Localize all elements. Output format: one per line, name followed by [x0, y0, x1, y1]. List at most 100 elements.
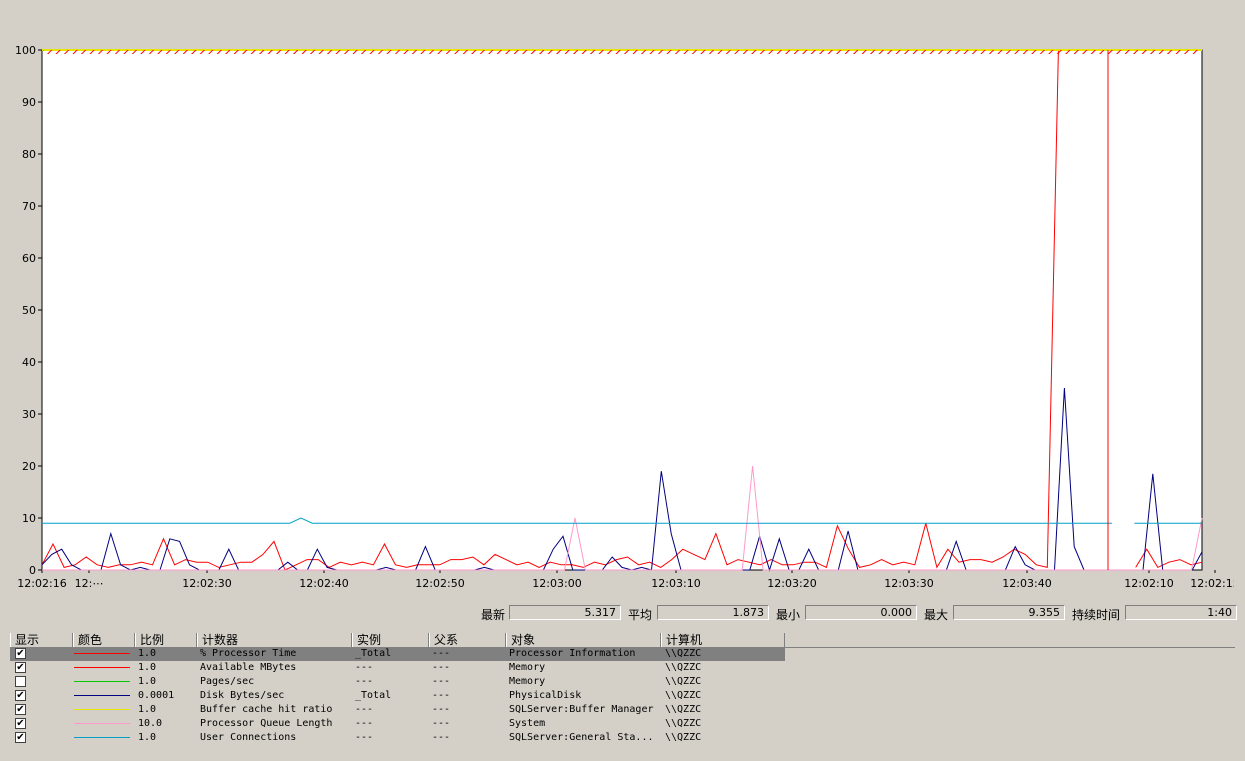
header-counter[interactable]: 计数器	[197, 633, 352, 647]
legend-cell-computer: \\QZZC	[665, 690, 702, 701]
show-checkbox[interactable]	[15, 676, 26, 687]
x-tick-label: 12:03:40	[1002, 577, 1051, 590]
duration-value: 1:40	[1125, 605, 1237, 620]
x-tick-label: 12:02:50	[415, 577, 464, 590]
y-tick-label: 90	[22, 96, 36, 109]
legend-cell-scale: 1.0	[138, 676, 157, 687]
average-value: 1.873	[657, 605, 769, 620]
legend-cell-parent: ---	[432, 648, 451, 659]
maximum-label: 最大	[924, 608, 949, 622]
legend-cell-scale: 1.0	[138, 732, 157, 743]
legend-cell-instance: _Total	[355, 648, 392, 659]
color-swatch	[74, 723, 130, 724]
legend-header: 显示 颜色 比例 计数器 实例 父系 对象 计算机	[10, 633, 785, 647]
legend-row[interactable]: 1.0 Pages/sec --- --- Memory \\QZZC	[10, 675, 785, 689]
x-tick-label: 12:02:40	[299, 577, 348, 590]
y-tick-label: 20	[22, 460, 36, 473]
legend-cell-computer: \\QZZC	[665, 732, 702, 743]
color-swatch	[74, 737, 130, 738]
clipped-values-band	[43, 50, 1201, 54]
legend-cell-parent: ---	[432, 718, 451, 729]
legend-cell-computer: \\QZZC	[665, 662, 702, 673]
legend-cell-counter: Available MBytes	[200, 662, 297, 673]
header-show[interactable]: 显示	[10, 633, 73, 647]
legend-row[interactable]: ✔ 1.0 % Processor Time _Total --- Processor I…	[10, 647, 785, 661]
legend-cell-counter: Buffer cache hit ratio	[200, 704, 333, 715]
x-tick-label: 12:02:16	[17, 577, 66, 590]
minimum-label: 最小	[776, 608, 801, 622]
color-swatch	[74, 667, 130, 668]
show-checkbox[interactable]: ✔	[15, 648, 26, 659]
x-tick-label: 12:02:10	[1124, 577, 1173, 590]
latest-value: 5.317	[509, 605, 621, 620]
legend-cell-computer: \\QZZC	[665, 704, 702, 715]
plot-background	[41, 49, 1203, 571]
legend-cell-counter: Processor Queue Length	[200, 718, 333, 729]
legend-cell-instance: ---	[355, 732, 374, 743]
legend-cell-parent: ---	[432, 732, 451, 743]
legend-cell-counter: % Processor Time	[200, 648, 297, 659]
y-tick-label: 50	[22, 304, 36, 317]
show-checkbox[interactable]: ✔	[15, 662, 26, 673]
show-checkbox[interactable]: ✔	[15, 704, 26, 715]
legend-cell-instance: ---	[355, 676, 374, 687]
x-tick-label: 12:02:30	[182, 577, 231, 590]
x-tick-label: 12:03:10	[651, 577, 700, 590]
legend-cell-object: System	[509, 718, 546, 729]
header-object[interactable]: 对象	[506, 633, 661, 647]
line-chart: 0 10 20 30 40 50 60 70 80 90 100 12:02:16 12:⋯ 12:02:…	[15, 44, 1234, 590]
legend-row[interactable]: ✔ 0.0001 Disk Bytes/sec _Total --- PhysicalDi…	[10, 689, 785, 703]
legend-cell-instance: _Total	[355, 690, 392, 701]
header-instance[interactable]: 实例	[352, 633, 429, 647]
average-label: 平均	[628, 608, 653, 622]
y-tick-label: 60	[22, 252, 36, 265]
y-tick-label: 80	[22, 148, 36, 161]
x-tick-label: 12:03:30	[884, 577, 933, 590]
performance-graph[interactable]: 0 10 20 30 40 50 60 70 80 90 100 12:02:16 12:⋯ 12:02:…	[10, 40, 1234, 596]
legend-cell-instance: ---	[355, 704, 374, 715]
legend-row[interactable]: ✔ 10.0 Processor Queue Length --- --- System \…	[10, 717, 785, 731]
legend-row[interactable]: ✔ 1.0 User Connections --- --- SQLServer:Gene…	[10, 731, 785, 745]
legend-cell-counter: User Connections	[200, 732, 297, 743]
color-swatch	[74, 695, 130, 696]
series-line-user-connections	[42, 517, 1112, 524]
x-tick-label: 12:⋯	[75, 577, 104, 590]
legend-cell-scale: 0.0001	[138, 690, 175, 701]
legend-cell-instance: ---	[355, 662, 374, 673]
header-scale[interactable]: 比例	[135, 633, 197, 647]
color-swatch	[74, 709, 130, 710]
legend-cell-object: Processor Information	[509, 648, 636, 659]
legend-cell-instance: ---	[355, 718, 374, 729]
header-parent[interactable]: 父系	[429, 633, 506, 647]
y-tick-label: 70	[22, 200, 36, 213]
header-computer[interactable]: 计算机	[661, 633, 785, 647]
show-checkbox[interactable]: ✔	[15, 690, 26, 701]
legend-row[interactable]: ✔ 1.0 Buffer cache hit ratio --- --- SQLServe…	[10, 703, 785, 717]
duration-label: 持续时间	[1072, 608, 1121, 622]
legend-cell-computer: \\QZZC	[665, 676, 702, 687]
legend-cell-counter: Disk Bytes/sec	[200, 690, 285, 701]
x-tick-label: 12:03:00	[532, 577, 581, 590]
legend-cell-parent: ---	[432, 704, 451, 715]
maximum-value: 9.355	[953, 605, 1065, 620]
show-checkbox[interactable]: ✔	[15, 732, 26, 743]
y-tick-label: 40	[22, 356, 36, 369]
x-tick-label: 12:03:20	[767, 577, 816, 590]
legend-cell-scale: 1.0	[138, 662, 157, 673]
y-tick-label: 10	[22, 512, 36, 525]
series-line-processor-queue-length	[42, 465, 1203, 571]
show-checkbox[interactable]: ✔	[15, 718, 26, 729]
legend-cell-parent: ---	[432, 690, 451, 701]
legend-cell-computer: \\QZZC	[665, 648, 702, 659]
legend-cell-scale: 1.0	[138, 648, 157, 659]
legend-row[interactable]: ✔ 1.0 Available MBytes --- --- Memory \\QZZC	[10, 661, 785, 675]
header-color[interactable]: 颜色	[73, 633, 135, 647]
y-tick-label: 100	[15, 44, 36, 57]
legend-cell-object: SQLServer:Buffer Manager	[509, 704, 654, 715]
statistics-bar: 最新 5.317 平均 1.873 最小 0.000 最大 9.355 持续时间…	[0, 605, 1245, 623]
legend-cell-computer: \\QZZC	[665, 718, 702, 729]
y-tick-label: 30	[22, 408, 36, 421]
legend-cell-parent: ---	[432, 676, 451, 687]
legend-cell-object: PhysicalDisk	[509, 690, 582, 701]
series-line--processor-time	[1135, 548, 1203, 569]
